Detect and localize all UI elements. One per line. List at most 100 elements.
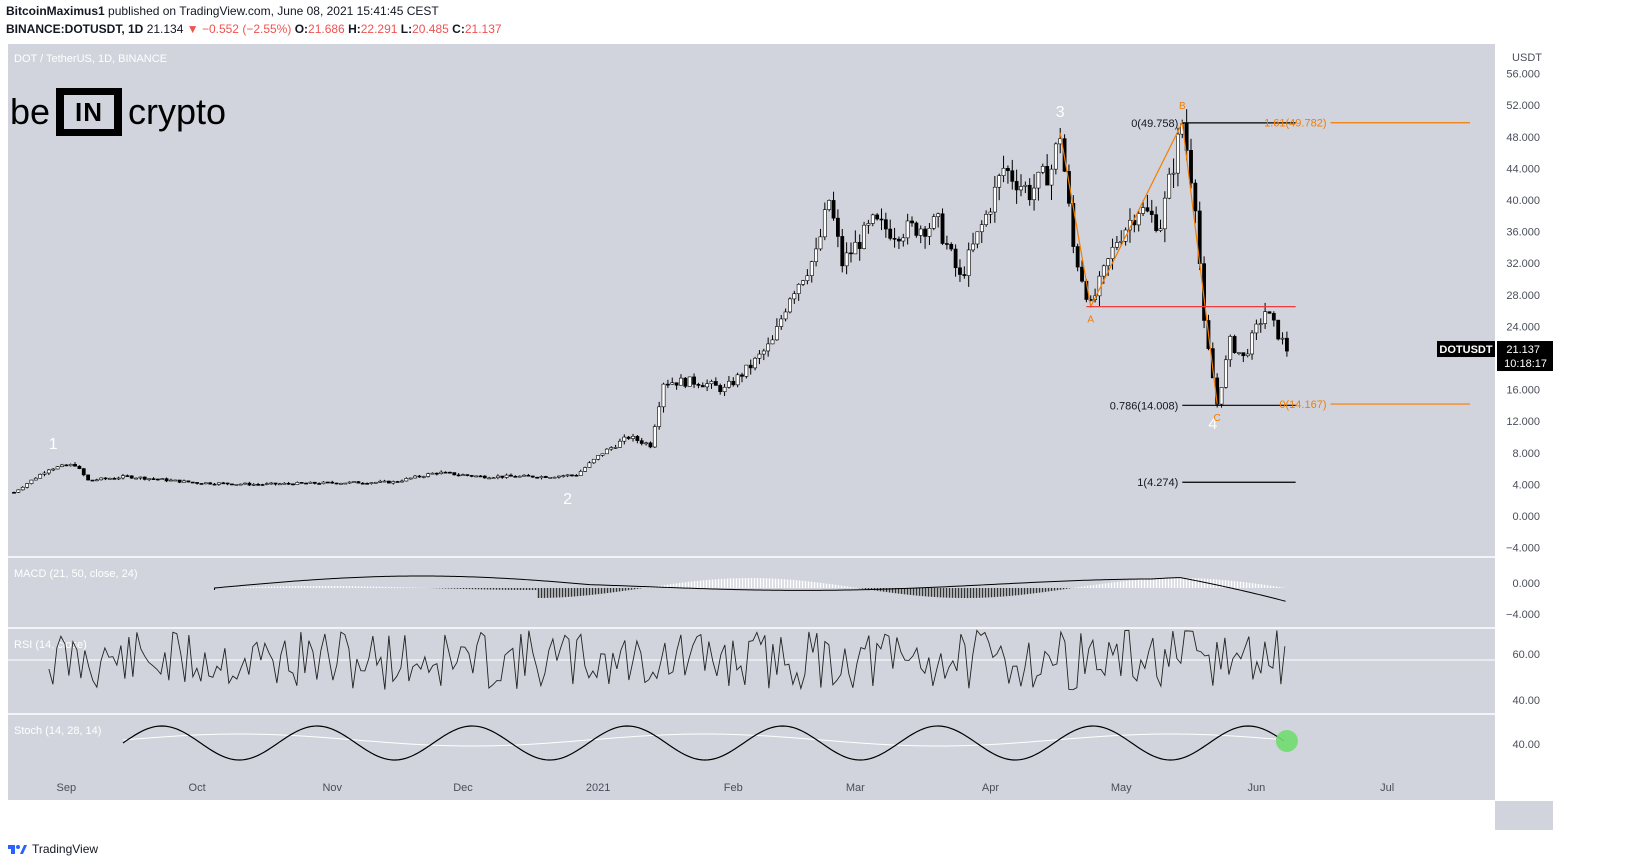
low-label: L: (400, 22, 413, 36)
candle-body (456, 474, 461, 477)
candle-body (966, 249, 971, 276)
candle-body (86, 474, 91, 481)
abc-label-A: A (1087, 314, 1094, 325)
candle-body (1040, 166, 1045, 173)
candle-body (1176, 133, 1180, 174)
low-value: 20.485 (412, 22, 449, 36)
candle-body (1250, 332, 1254, 355)
wave-label-3: 3 (1056, 104, 1065, 121)
candle-body (151, 478, 156, 480)
candle-body (565, 474, 570, 477)
stoch-signal-line (122, 733, 1285, 747)
candle-body (644, 442, 648, 445)
candle-body (931, 216, 936, 229)
candle-body (1036, 171, 1041, 189)
candle-body (278, 483, 282, 486)
candle-body (64, 464, 69, 467)
candle-body (679, 377, 683, 386)
symbol-badge (1437, 341, 1495, 358)
candle-body (68, 464, 73, 467)
x-tick-label: Jul (1380, 782, 1394, 794)
candle-body (247, 482, 252, 486)
candle-body (801, 280, 805, 285)
candle-body (212, 483, 217, 486)
candle-body (1001, 167, 1006, 176)
y-tick-label: 52.000 (1506, 100, 1540, 112)
candle-body (404, 478, 409, 482)
candle-body (836, 217, 840, 237)
symbol-badge-text: DOTUSDT (1439, 344, 1492, 356)
candle-body (979, 224, 984, 233)
publisher-name[interactable]: BitcoinMaximus1 (6, 4, 105, 18)
candle-body (557, 475, 561, 478)
price-badge-text: 21.137 (1506, 344, 1540, 356)
candle-body (657, 406, 662, 427)
fib-level-label: 1(4.274) (1137, 477, 1178, 489)
x-tick-label: Sep (57, 782, 77, 794)
candle-body (282, 482, 287, 485)
candle-body (805, 275, 810, 281)
candle-body (1106, 258, 1111, 267)
candle-body (539, 476, 544, 479)
candle-body (487, 477, 492, 480)
candle-body (1254, 323, 1259, 334)
stoch-k-line (122, 725, 1285, 761)
candle-body (12, 491, 16, 494)
candle-body (844, 252, 849, 267)
candles (12, 109, 1289, 494)
candle-body (482, 475, 487, 479)
logo-text-right: crypto (128, 91, 227, 132)
candle-body (465, 474, 470, 476)
logo-box: IN (56, 88, 123, 136)
y-tick-label: 44.000 (1506, 163, 1540, 175)
y-tick-label: −4.000 (1506, 543, 1540, 555)
x-tick-label: Nov (322, 782, 342, 794)
candle-body (400, 480, 404, 483)
y-tick-label: 32.000 (1506, 258, 1540, 270)
abc-label-B: B (1179, 101, 1186, 112)
candle-body (116, 477, 121, 480)
candle-body (901, 237, 906, 242)
candle-body (578, 471, 583, 476)
candle-body (369, 482, 374, 484)
candle-body (587, 462, 592, 468)
candle-body (173, 479, 178, 482)
candle-body (1049, 168, 1054, 186)
candle-body (522, 474, 526, 477)
candle-body (722, 386, 727, 392)
candle-body (55, 466, 60, 470)
candle-body (1223, 359, 1228, 388)
x-tick-label: 2021 (586, 782, 610, 794)
candle-body (914, 222, 919, 236)
stoch-cross-highlight (1275, 730, 1298, 752)
candle-body (892, 238, 897, 240)
tradingview-icon (8, 845, 27, 854)
chart-panel[interactable] (8, 44, 1553, 830)
candle-body (822, 209, 827, 238)
candle-body (347, 481, 352, 484)
candle-body (700, 385, 705, 388)
candle-body (818, 236, 823, 250)
candle-body (674, 382, 679, 386)
candle-body (1263, 311, 1268, 324)
candle-body (648, 442, 653, 448)
rsi-line (48, 629, 1286, 691)
candle-body (1189, 150, 1193, 184)
candle-body (164, 478, 169, 482)
candle-body (99, 477, 104, 481)
candle-body (147, 478, 152, 480)
candle-body (16, 489, 21, 493)
candle-body (452, 472, 457, 476)
footer[interactable]: TradingView (6, 842, 98, 856)
candle-body (809, 261, 814, 276)
candle-body (853, 241, 858, 255)
candle-body (940, 213, 945, 244)
candle-body (108, 478, 112, 480)
y-tick-label: 40.000 (1506, 195, 1540, 207)
candle-body (1202, 263, 1206, 321)
candle-body (20, 486, 25, 491)
candle-body (857, 241, 862, 249)
x-tick-label: Mar (846, 782, 865, 794)
candle-body (888, 228, 893, 239)
